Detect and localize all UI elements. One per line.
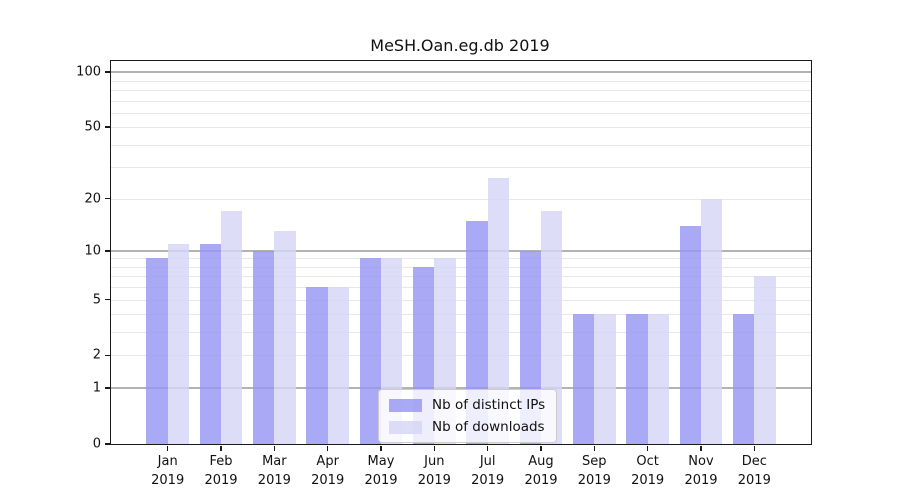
y-tick-label: 2 <box>92 347 101 363</box>
bar-downloads-apr <box>327 287 349 444</box>
x-tick-mark <box>593 446 596 451</box>
legend-swatch-downloads-icon <box>389 420 422 434</box>
y-tick-label: 20 <box>84 191 101 207</box>
x-tick-label-may: May 2019 <box>364 454 398 488</box>
bar-downloads-dec <box>754 276 776 444</box>
x-tick-mark <box>700 446 702 451</box>
x-tick-label-oct: Oct 2019 <box>631 454 665 488</box>
bar-distinct-ips-oct <box>626 314 648 444</box>
legend: Nb of distinct IPs Nb of downloads <box>378 389 558 443</box>
x-tick-mark <box>166 446 169 451</box>
gridline-minor <box>111 89 811 91</box>
bar-downloads-mar <box>274 231 296 444</box>
bar-distinct-ips-apr <box>306 287 328 444</box>
bar-distinct-ips-feb <box>199 243 221 444</box>
y-tick-mark <box>105 197 110 200</box>
x-tick-label-nov: Nov 2019 <box>684 454 718 488</box>
y-tick-label: 5 <box>92 292 101 308</box>
bar-distinct-ips-nov <box>679 225 701 444</box>
gridline-major <box>111 250 811 252</box>
x-tick-label-sep: Sep 2019 <box>577 454 611 488</box>
x-tick-label-apr: Apr 2019 <box>311 454 345 488</box>
bar-distinct-ips-mar <box>253 250 275 444</box>
x-tick-mark <box>433 446 436 451</box>
x-tick-mark <box>326 446 329 451</box>
y-tick-mark <box>105 443 110 445</box>
y-tick-label: 0 <box>92 436 101 452</box>
x-tick-label-dec: Dec 2019 <box>737 454 771 488</box>
x-tick-mark <box>486 446 489 451</box>
x-tick-mark <box>380 446 382 451</box>
chart-title: MeSH.Oan.eg.db 2019 <box>370 36 550 55</box>
bar-downloads-jul <box>487 178 509 444</box>
x-tick-mark <box>540 446 542 451</box>
y-tick-mark <box>105 354 110 357</box>
y-tick-label: 1 <box>92 380 101 396</box>
bar-distinct-ips-sep <box>573 314 595 444</box>
y-tick-mark <box>105 249 110 252</box>
gridline-minor <box>111 266 811 268</box>
plot-area: 0 1 2 5 10 20 50 100 Jan 2019 Feb 2019 Mar 2019 Apr 201… <box>76 60 812 488</box>
bar-distinct-ips-jan <box>146 258 168 444</box>
y-tick-label: 50 <box>84 119 101 135</box>
gridline-minor <box>111 100 811 102</box>
gridline-minor <box>111 112 811 114</box>
x-tick-mark <box>646 446 649 451</box>
x-tick-mark <box>753 446 756 451</box>
bar-downloads-oct <box>647 314 669 444</box>
bar-downloads-jan <box>167 243 189 444</box>
gridline-minor <box>111 167 811 169</box>
bar-distinct-ips-dec <box>733 314 755 444</box>
bar-distinct-ips-jul <box>466 220 488 444</box>
bar-distinct-ips-may <box>359 258 381 444</box>
x-tick-label-feb: Feb 2019 <box>204 454 238 488</box>
y-tick-mark <box>105 387 110 389</box>
y-tick-mark <box>105 298 110 301</box>
gridline-major <box>111 387 811 389</box>
y-tick-mark <box>105 71 110 73</box>
gridline-minor <box>111 287 811 289</box>
gridline-minor <box>111 144 811 146</box>
legend-item-distinct-ips: Nb of distinct IPs <box>389 397 545 413</box>
x-tick-mark <box>220 446 222 451</box>
gridline-minor <box>111 127 811 129</box>
bar-downloads-aug <box>540 211 563 444</box>
legend-swatch-distinct-ips-icon <box>389 398 422 412</box>
bar-downloads-feb <box>221 211 243 444</box>
x-tick-mark <box>273 446 276 451</box>
gridline-minor <box>111 355 811 357</box>
x-tick-label-aug: Aug 2019 <box>524 454 558 488</box>
legend-item-downloads: Nb of downloads <box>389 419 545 435</box>
gridline-minor <box>111 332 811 334</box>
x-tick-label-jul: Jul 2019 <box>471 454 505 488</box>
x-tick-label-mar: Mar 2019 <box>257 454 291 488</box>
y-tick-label: 100 <box>76 64 101 80</box>
bar-downloads-nov <box>700 198 723 444</box>
legend-label-distinct-ips: Nb of distinct IPs <box>432 397 546 413</box>
y-tick-label: 10 <box>84 243 101 259</box>
gridline-minor <box>111 258 811 260</box>
gridline-major <box>111 71 811 73</box>
gridline-minor <box>111 299 811 301</box>
x-tick-label-jun: Jun 2019 <box>417 454 451 488</box>
gridline-minor <box>111 198 811 200</box>
gridline-minor <box>111 276 811 278</box>
gridline-minor <box>111 314 811 316</box>
bar-downloads-sep <box>594 314 616 444</box>
legend-label-downloads: Nb of downloads <box>432 419 545 435</box>
y-tick-mark <box>105 126 110 128</box>
x-tick-label-jan: Jan 2019 <box>151 454 185 488</box>
gridline-minor <box>111 80 811 82</box>
